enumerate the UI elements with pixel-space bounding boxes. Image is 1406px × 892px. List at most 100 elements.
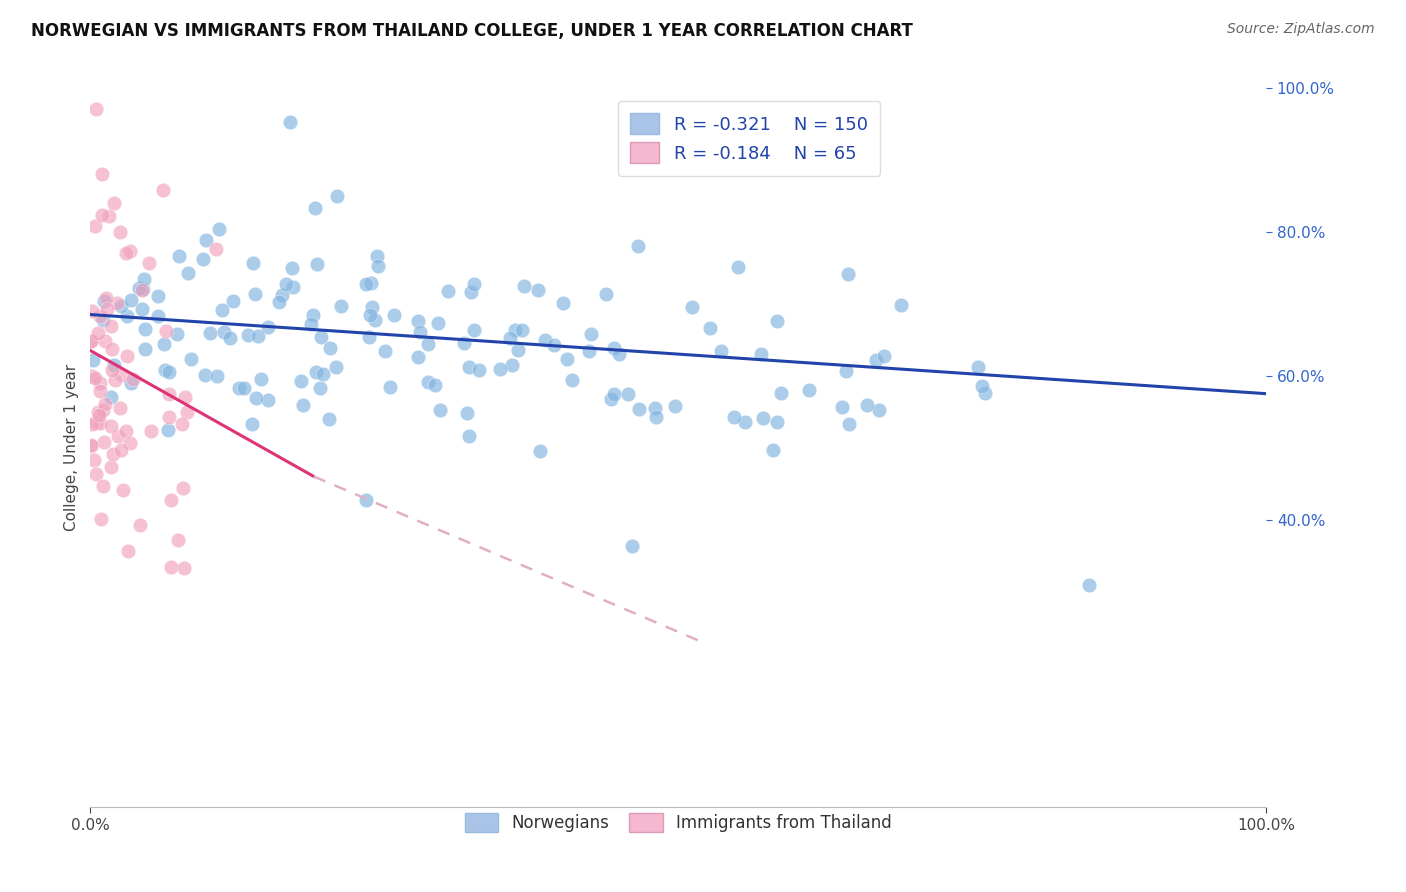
Point [366, 248, 388, 262]
Point [152, 183, 174, 197]
Point [236, 328, 259, 343]
Point [456, 406, 478, 420]
Point [681, 300, 703, 314]
Point [80, 439, 103, 453]
Point [89, 376, 111, 391]
Point [117, 543, 139, 558]
Point [378, 380, 401, 394]
Point [91, 208, 114, 222]
Point [131, 283, 153, 297]
Point [97, 209, 120, 223]
Point [418, 375, 440, 389]
Point [191, 252, 214, 266]
Point [304, 201, 326, 215]
Point [602, 341, 624, 355]
Point [114, 246, 136, 260]
Point [100, 318, 122, 333]
Point [94, 397, 117, 411]
Point [232, 381, 254, 395]
Point [107, 429, 129, 443]
Point [159, 560, 181, 574]
Point [363, 313, 385, 327]
Point [463, 277, 485, 291]
Point [872, 349, 894, 363]
Point [856, 398, 879, 412]
Point [157, 365, 180, 379]
Point [1078, 577, 1101, 591]
Point [508, 343, 530, 357]
Point [115, 349, 138, 363]
Point [91, 403, 114, 417]
Point [120, 376, 142, 390]
Point [100, 363, 122, 377]
Point [90, 512, 112, 526]
Point [120, 293, 142, 307]
Point [468, 363, 491, 377]
Point [416, 336, 439, 351]
Point [970, 378, 993, 392]
Point [89, 310, 111, 324]
Point [82, 352, 104, 367]
Point [278, 115, 301, 129]
Point [408, 351, 430, 365]
Point [581, 327, 603, 342]
Point [617, 386, 640, 401]
Point [100, 390, 122, 404]
Point [129, 517, 152, 532]
Point [166, 326, 188, 341]
Point [245, 391, 267, 405]
Point [309, 381, 332, 395]
Point [132, 282, 155, 296]
Point [110, 443, 132, 458]
Point [436, 284, 458, 298]
Point [156, 423, 179, 437]
Point [172, 417, 194, 431]
Point [91, 167, 114, 181]
Point [110, 299, 132, 313]
Point [359, 308, 381, 322]
Point [148, 309, 170, 323]
Point [89, 416, 111, 430]
Point [499, 331, 522, 345]
Point [111, 368, 134, 382]
Point [354, 492, 377, 507]
Point [354, 277, 377, 292]
Point [374, 344, 396, 359]
Point [84, 467, 107, 482]
Point [427, 316, 450, 330]
Point [89, 384, 111, 398]
Point [228, 381, 250, 395]
Point [974, 386, 997, 401]
Point [176, 405, 198, 419]
Point [80, 438, 103, 452]
Point [84, 219, 107, 233]
Point [512, 323, 534, 337]
Point [101, 343, 124, 357]
Point [409, 325, 432, 339]
Point [105, 296, 128, 310]
Point [318, 411, 340, 425]
Point [200, 326, 222, 340]
Point [103, 358, 125, 372]
Point [865, 353, 887, 368]
Point [309, 330, 332, 344]
Point [326, 188, 349, 202]
Point [212, 325, 235, 339]
Point [257, 393, 280, 408]
Point [304, 365, 326, 379]
Point [489, 362, 512, 376]
Point [527, 283, 550, 297]
Point [100, 460, 122, 475]
Point [361, 300, 384, 314]
Point [80, 368, 103, 383]
Point [132, 272, 155, 286]
Point [307, 257, 329, 271]
Point [245, 286, 267, 301]
Point [96, 302, 118, 317]
Point [600, 392, 623, 406]
Point [120, 244, 142, 258]
Point [831, 400, 853, 414]
Point [167, 533, 190, 548]
Point [153, 363, 176, 377]
Text: Source: ZipAtlas.com: Source: ZipAtlas.com [1227, 22, 1375, 37]
